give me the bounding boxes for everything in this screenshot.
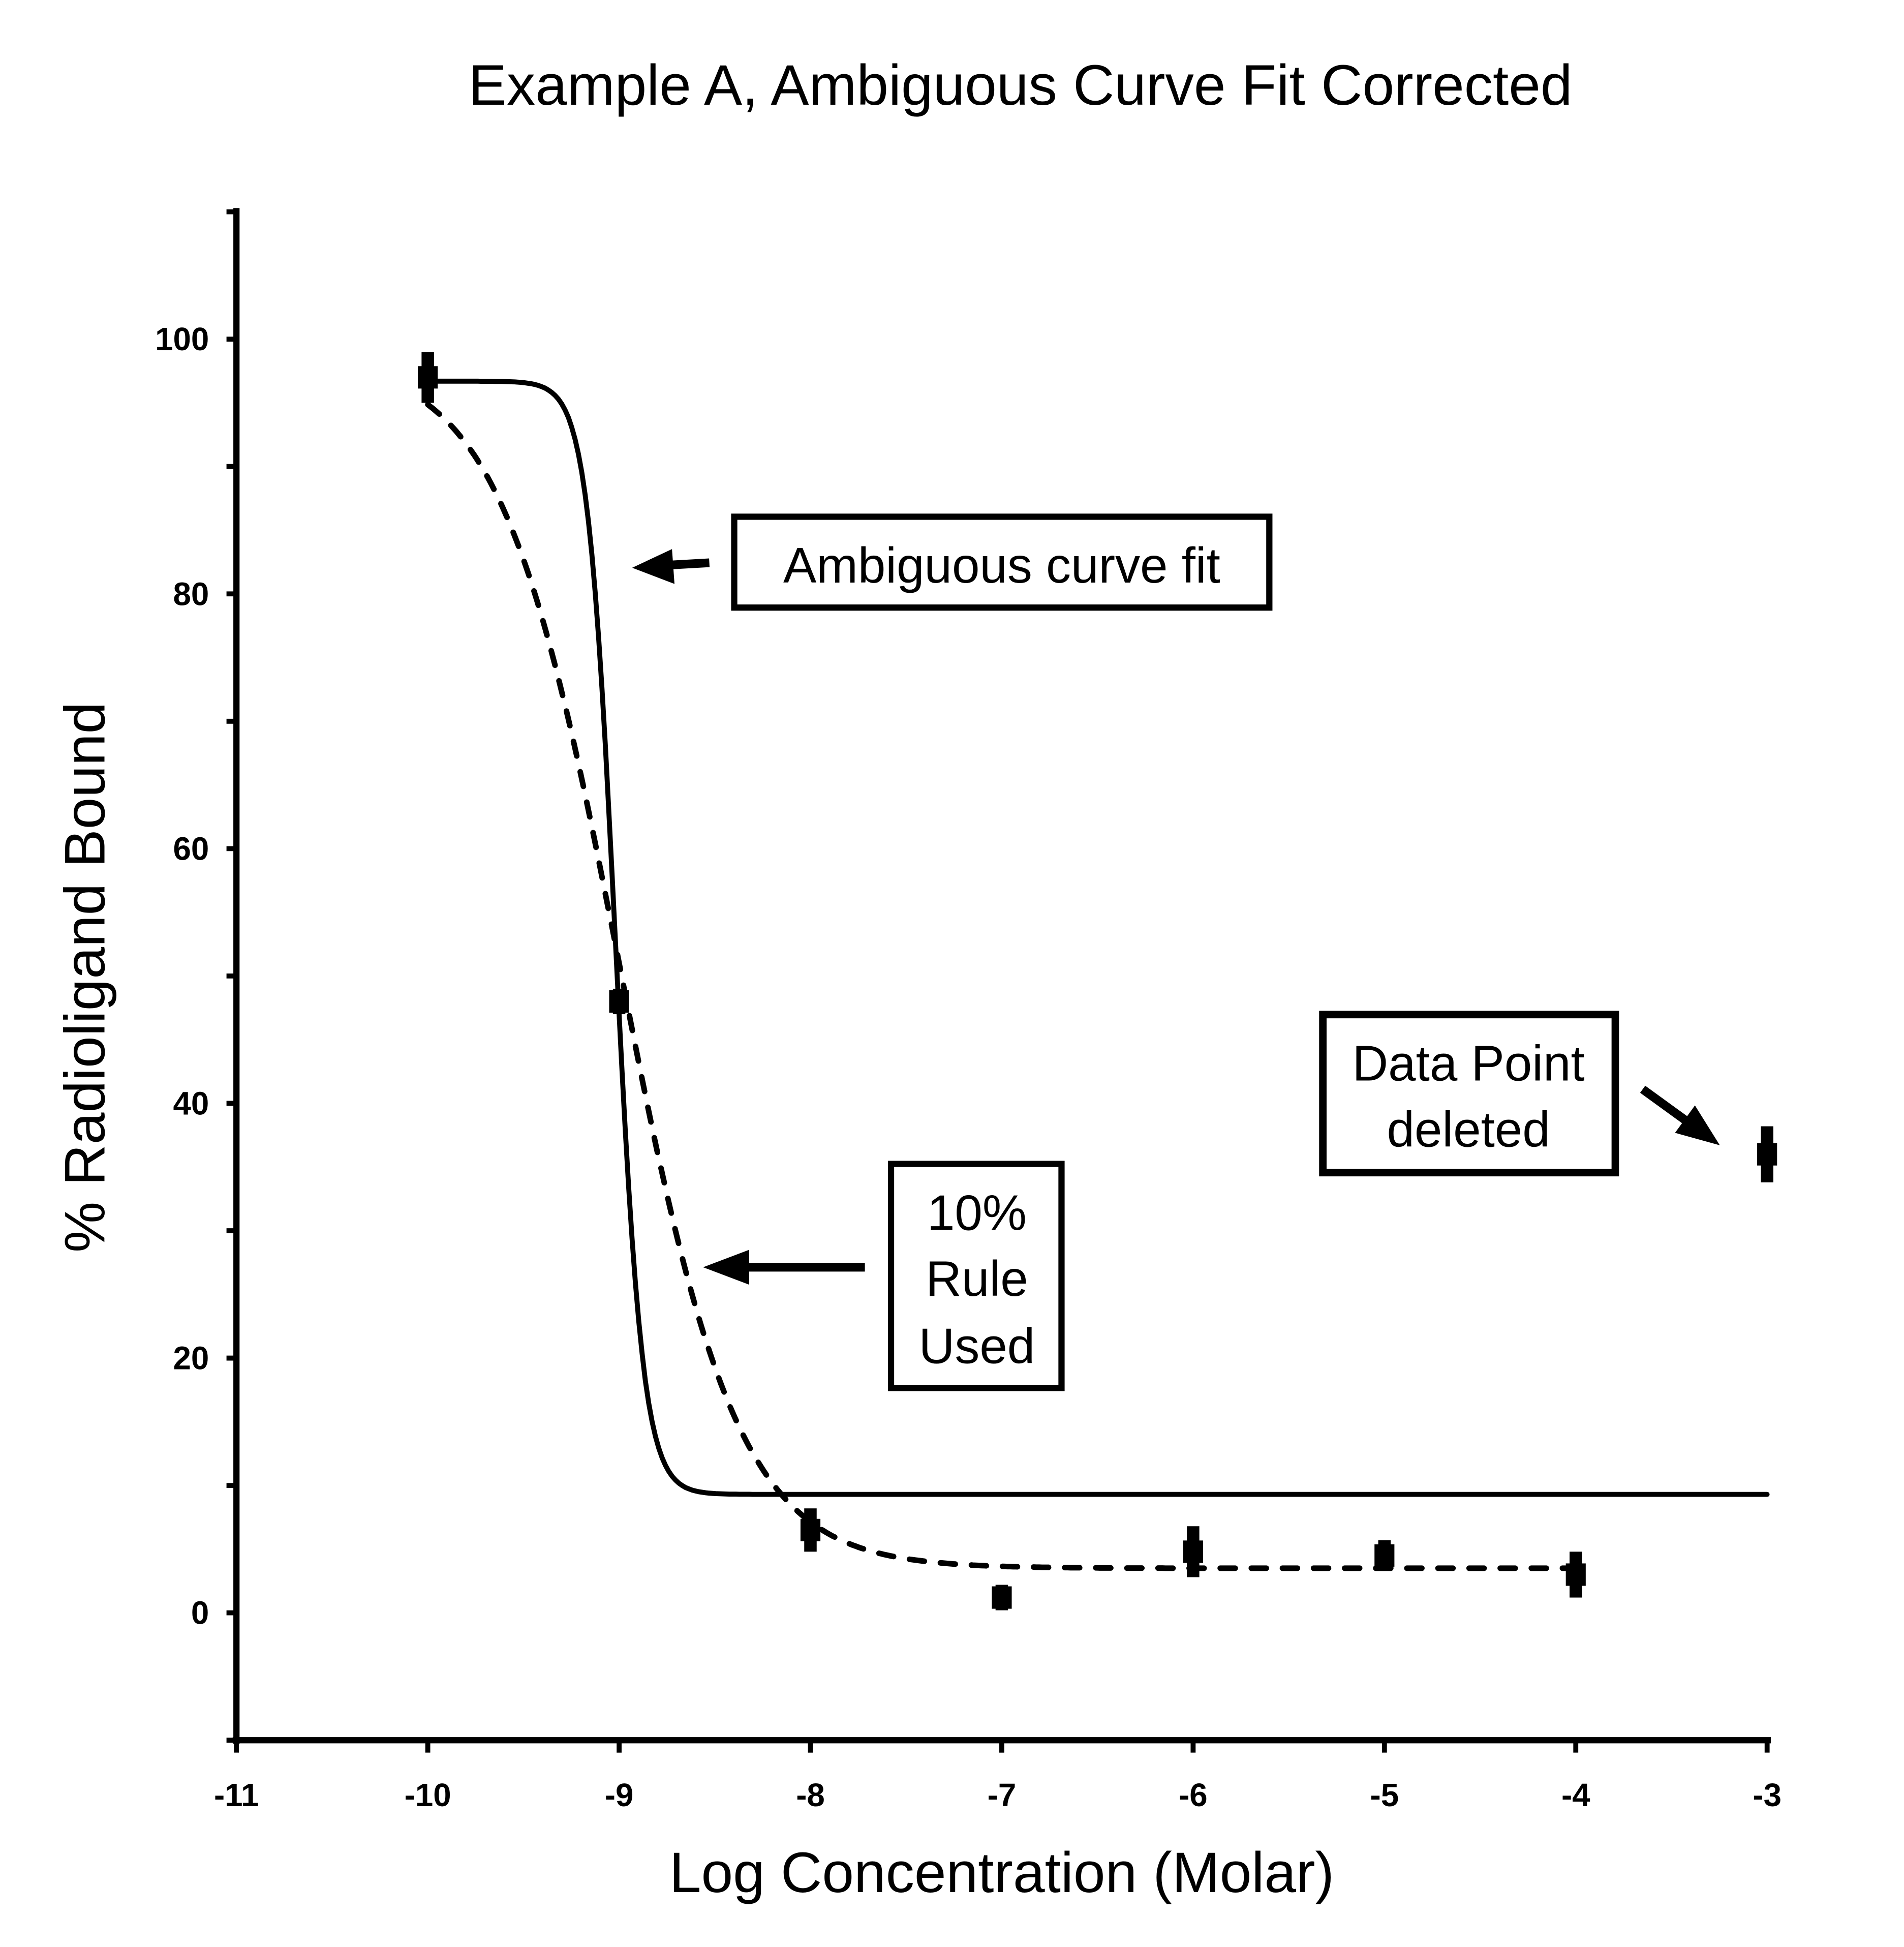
- x-tick-label: -7: [988, 1777, 1017, 1813]
- x-tick-label: -4: [1561, 1777, 1590, 1813]
- data-point: [418, 352, 438, 403]
- x-tick-label: -8: [796, 1777, 825, 1813]
- point-marker: [1565, 1563, 1586, 1586]
- data-points: [418, 352, 1777, 1610]
- y-tick-label: 20: [173, 1341, 209, 1377]
- annotation-text: 10%: [927, 1184, 1027, 1240]
- annotation-ambiguous: Ambiguous curve fit: [632, 513, 1273, 611]
- annotation-text: Rule: [926, 1251, 1028, 1306]
- annotation-text: Ambiguous curve fit: [783, 537, 1220, 593]
- axes: 0 20 40 60 80 100 -11 -10 -9 -8 -7 -6 -5 -4 -3: [155, 208, 1782, 1813]
- x-tick-label: -9: [605, 1777, 634, 1813]
- x-axis-label: Log Concentration (Molar): [669, 1840, 1334, 1904]
- annotation-deleted: Data Point deleted: [1319, 1011, 1720, 1177]
- x-tick-label: -10: [405, 1777, 451, 1813]
- arrow-icon: [1640, 1085, 1720, 1145]
- annotation-text: deleted: [1387, 1101, 1550, 1157]
- y-tick-label: 0: [191, 1595, 209, 1631]
- point-marker: [800, 1518, 821, 1541]
- curve-ambiguous-fit: [425, 378, 1770, 1497]
- data-point: [1565, 1551, 1586, 1598]
- y-tick-label: 80: [173, 576, 209, 612]
- x-tick-label: -3: [1753, 1777, 1782, 1813]
- data-point: [1183, 1526, 1203, 1577]
- y-axis-label: % Radioligand Bound: [53, 702, 117, 1253]
- annotation-text: Data Point: [1352, 1036, 1584, 1091]
- arrow-icon: [632, 549, 710, 584]
- chart-title: Example A, Ambiguous Curve Fit Corrected: [469, 53, 1573, 117]
- annotation-text: Used: [919, 1318, 1035, 1374]
- y-tick-label: 60: [173, 831, 209, 867]
- point-marker: [1757, 1143, 1777, 1166]
- point-marker: [992, 1586, 1012, 1609]
- annotation-rule: 10% Rule Used: [703, 1161, 1065, 1391]
- annotation-box: [1319, 1011, 1619, 1177]
- data-point: [992, 1585, 1012, 1610]
- data-point: [609, 988, 629, 1015]
- x-tick-label: -5: [1370, 1777, 1399, 1813]
- point-marker: [418, 366, 438, 389]
- annotation-box: [887, 1161, 1065, 1391]
- data-point: [1757, 1126, 1777, 1182]
- x-tick-label: -6: [1179, 1777, 1208, 1813]
- arrow-icon: [703, 1250, 865, 1285]
- point-marker: [1374, 1544, 1395, 1567]
- data-point: [1374, 1540, 1395, 1571]
- point-marker: [609, 990, 629, 1013]
- y-tick-label: 100: [155, 321, 209, 357]
- annotation-box: [731, 513, 1273, 611]
- y-tick-label: 40: [173, 1085, 209, 1121]
- data-point: [800, 1508, 821, 1552]
- point-marker: [1183, 1540, 1203, 1563]
- x-tick-label: -11: [214, 1777, 259, 1813]
